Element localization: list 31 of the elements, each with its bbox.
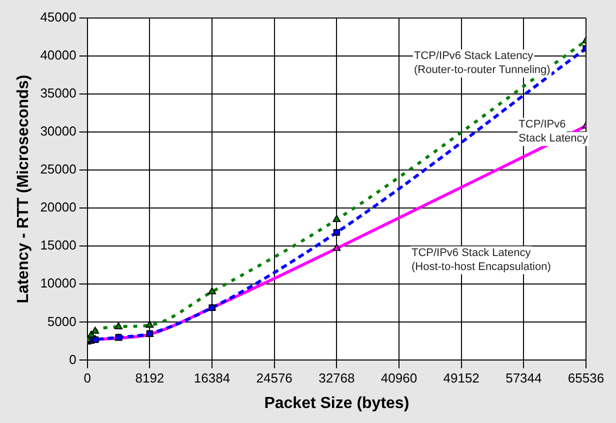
y-tick-label: 10000	[40, 276, 76, 291]
y-tick-label: 0	[69, 352, 76, 367]
x-axis-title: Packet Size (bytes)	[264, 394, 410, 412]
x-tick-label: 16384	[194, 370, 230, 386]
y-tick-label: 25000	[40, 162, 76, 177]
y-tick-label: 5000	[47, 314, 76, 329]
annotation: TCP/IPv6 Stack Latency	[518, 118, 588, 144]
point	[87, 330, 96, 338]
x-tick-label: 40960	[380, 370, 418, 386]
point	[91, 326, 100, 334]
y-tick-label: 40000	[40, 48, 76, 63]
annotation: TCP/IPv6 Stack Latency (Router-to-router Tunneling)	[414, 50, 550, 76]
x-tick-label: 8192	[135, 370, 164, 386]
x-tick-label: 0	[84, 370, 91, 386]
y-tick-label: 35000	[40, 86, 76, 101]
point	[332, 215, 341, 222]
point	[333, 229, 340, 236]
annotation: TCP/IPv6 Stack Latency (Host-to-host Encapsulation)	[411, 246, 551, 273]
x-tick-label: 49152	[443, 370, 480, 386]
x-tick-label: 24576	[256, 370, 292, 386]
y-tick-label: 30000	[40, 124, 76, 139]
point	[208, 287, 216, 294]
y-tick-label: 20000	[40, 200, 76, 215]
x-tick-label: 32768	[318, 370, 355, 386]
point	[146, 320, 154, 328]
y-tick-label: 45000	[40, 10, 76, 25]
y-axis-title: Latency - RTT (Microseconds)	[15, 74, 32, 304]
x-tick-label: 65536	[568, 370, 604, 386]
y-tick-label: 15000	[40, 238, 76, 253]
x-tick-label: 57344	[506, 370, 542, 386]
point	[114, 322, 122, 330]
